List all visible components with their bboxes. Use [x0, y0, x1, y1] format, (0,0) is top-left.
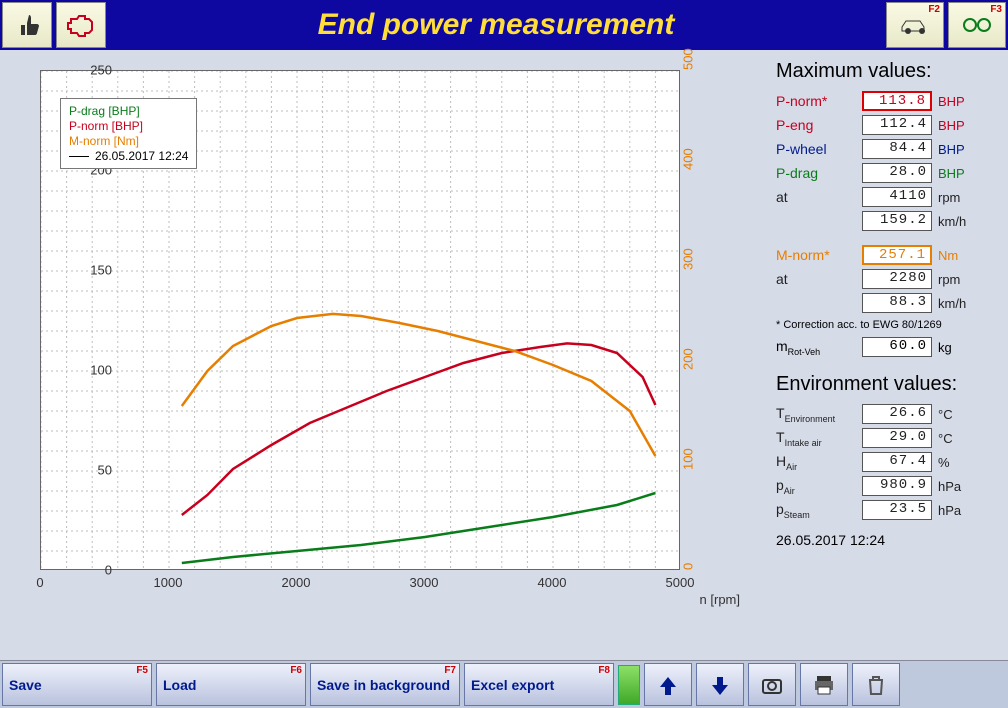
- value-row: P-drag 28.0 BHP: [776, 161, 1002, 185]
- engine-button[interactable]: [56, 2, 106, 48]
- thumbs-up-button[interactable]: [2, 2, 52, 48]
- dyno-chart: 050100150200250 0100200300400500 0100020…: [0, 50, 770, 660]
- value-row: M-norm* 257.1 Nm: [776, 243, 1002, 267]
- timestamp: 26.05.2017 12:24: [776, 532, 1002, 548]
- value-row: 159.2 km/h: [776, 209, 1002, 233]
- chart-legend: P-drag [BHP]P-norm [BHP]M-norm [Nm]26.05…: [60, 98, 197, 169]
- camera-icon: [760, 673, 784, 697]
- engine-icon: [66, 13, 96, 37]
- value-row: TIntake air 29.0 °C: [776, 426, 1002, 450]
- page-title: End power measurement: [108, 8, 884, 42]
- env-values-title: Environment values:: [776, 373, 1002, 396]
- vehicle-button[interactable]: F2: [886, 2, 944, 48]
- arrow-down-icon: [708, 673, 732, 697]
- car-icon: [898, 15, 932, 35]
- trash-icon: [864, 673, 888, 697]
- arrow-down-button[interactable]: [696, 663, 744, 706]
- max-values-title: Maximum values:: [776, 60, 1002, 83]
- x-axis-label: n [rpm]: [700, 592, 740, 607]
- printer-button[interactable]: [800, 663, 848, 706]
- arrow-up-icon: [656, 673, 680, 697]
- gears-icon: [962, 15, 992, 35]
- save-in-background-button[interactable]: Save in backgroundF7: [310, 663, 460, 706]
- correction-footnote: * Correction acc. to EWG 80/1269: [776, 319, 1002, 331]
- mrot-row: mRot-Veh 60.0 kg: [776, 335, 1002, 359]
- value-row: pSteam 23.5 hPa: [776, 498, 1002, 522]
- printer-icon: [812, 673, 836, 697]
- value-row: at 4110 rpm: [776, 185, 1002, 209]
- value-row: TEnvironment 26.6 °C: [776, 402, 1002, 426]
- value-row: pAir 980.9 hPa: [776, 474, 1002, 498]
- camera-button[interactable]: [748, 663, 796, 706]
- value-row: 88.3 km/h: [776, 291, 1002, 315]
- header-bar: End power measurement F2 F3: [0, 0, 1008, 50]
- arrow-up-button[interactable]: [644, 663, 692, 706]
- value-row: P-norm* 113.8 BHP: [776, 89, 1002, 113]
- side-panel: Maximum values: P-norm* 113.8 BHP P-eng …: [770, 50, 1008, 660]
- save-button[interactable]: SaveF5: [2, 663, 152, 706]
- status-indicator: [618, 665, 640, 705]
- value-row: P-wheel 84.4 BHP: [776, 137, 1002, 161]
- load-button[interactable]: LoadF6: [156, 663, 306, 706]
- trash-button[interactable]: [852, 663, 900, 706]
- footer-toolbar: SaveF5LoadF6Save in backgroundF7Excel ex…: [0, 660, 1008, 708]
- value-row: at 2280 rpm: [776, 267, 1002, 291]
- value-row: P-eng 112.4 BHP: [776, 113, 1002, 137]
- excel-export-button[interactable]: Excel exportF8: [464, 663, 614, 706]
- thumbs-up-icon: [13, 11, 41, 39]
- value-row: HAir 67.4 %: [776, 450, 1002, 474]
- gears-button[interactable]: F3: [948, 2, 1006, 48]
